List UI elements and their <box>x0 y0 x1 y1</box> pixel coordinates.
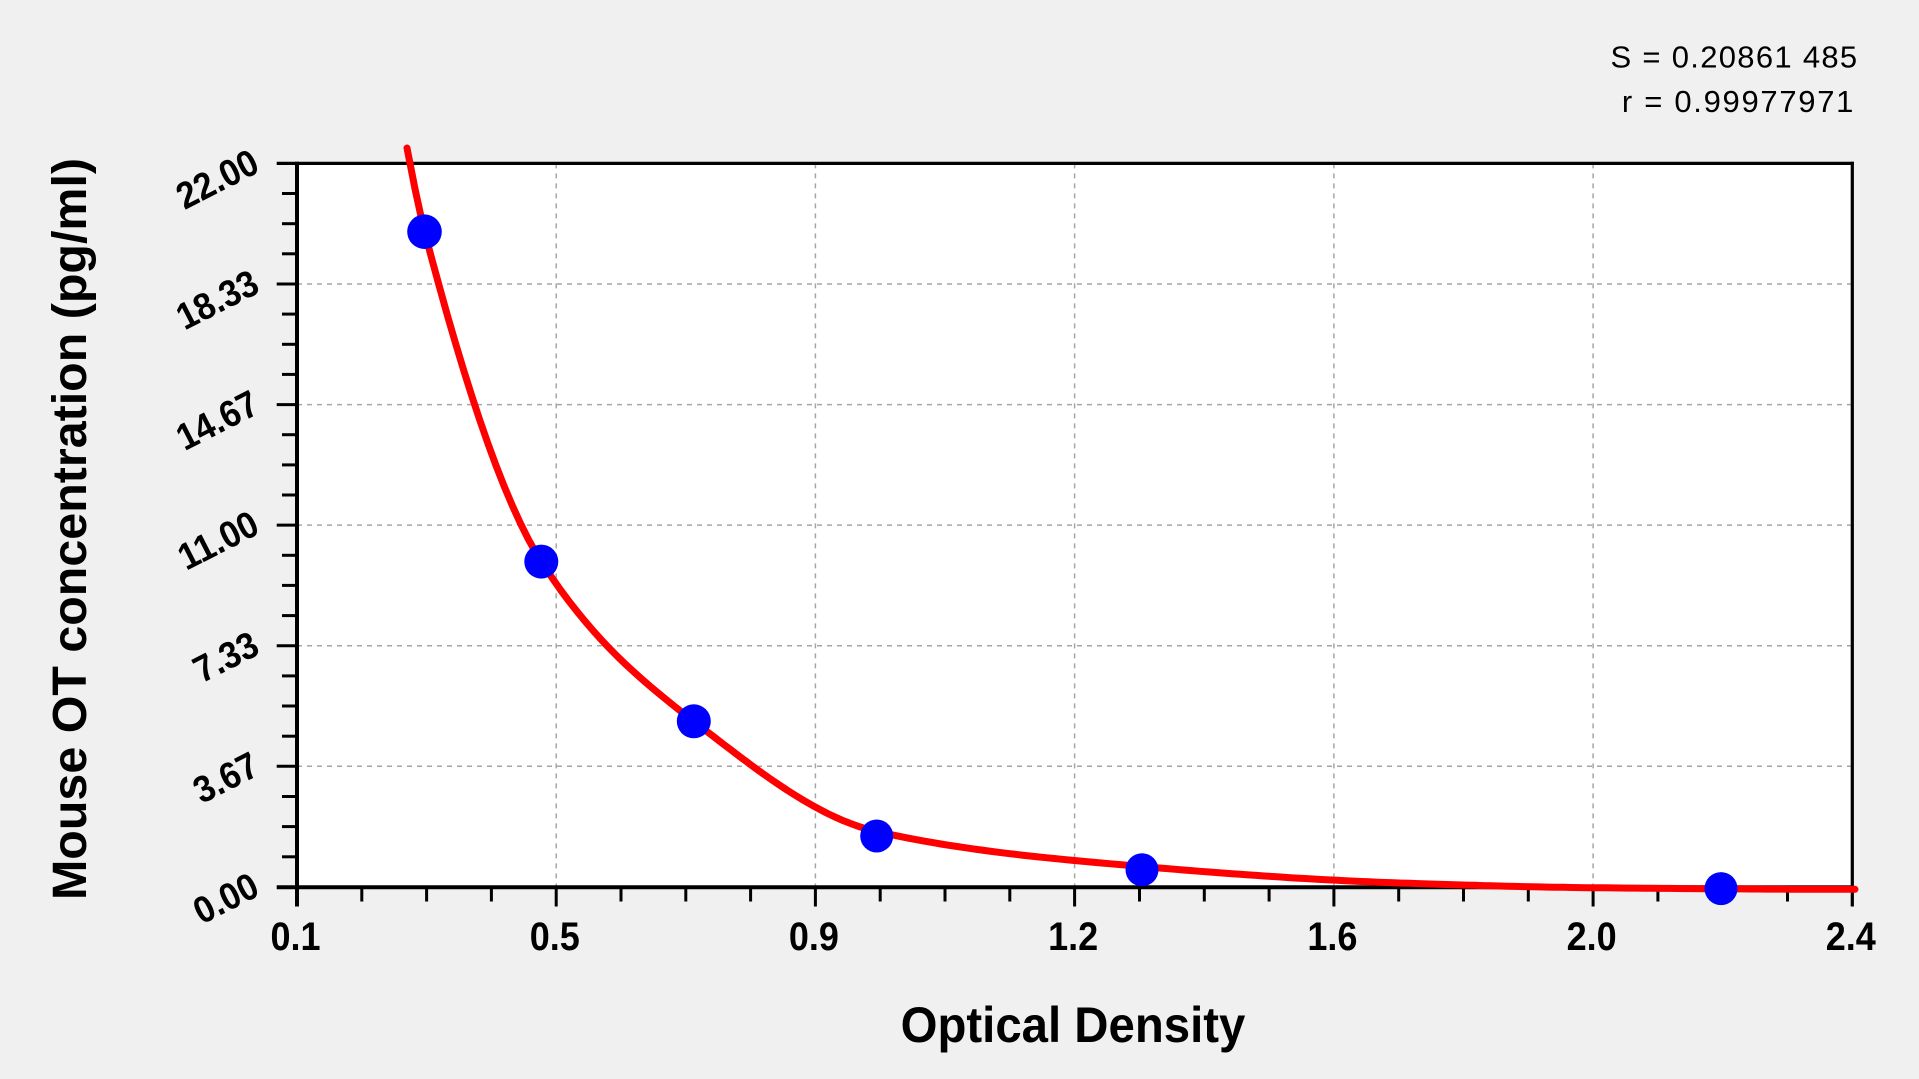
svg-text:1.6: 1.6 <box>1307 915 1357 959</box>
svg-text:S = 0.20861 485: S = 0.20861 485 <box>1611 39 1859 74</box>
svg-text:0.5: 0.5 <box>530 915 580 959</box>
svg-text:2.0: 2.0 <box>1567 915 1617 959</box>
svg-text:Mouse OT concentration (pg/ml): Mouse OT concentration (pg/ml) <box>43 158 97 900</box>
svg-text:1.2: 1.2 <box>1048 915 1098 959</box>
svg-text:0.1: 0.1 <box>270 915 320 959</box>
svg-text:Optical Density: Optical Density <box>901 998 1246 1053</box>
svg-text:2.4: 2.4 <box>1826 915 1876 959</box>
svg-text:r = 0.99977971: r = 0.99977971 <box>1622 84 1855 119</box>
svg-text:0.9: 0.9 <box>789 915 839 959</box>
